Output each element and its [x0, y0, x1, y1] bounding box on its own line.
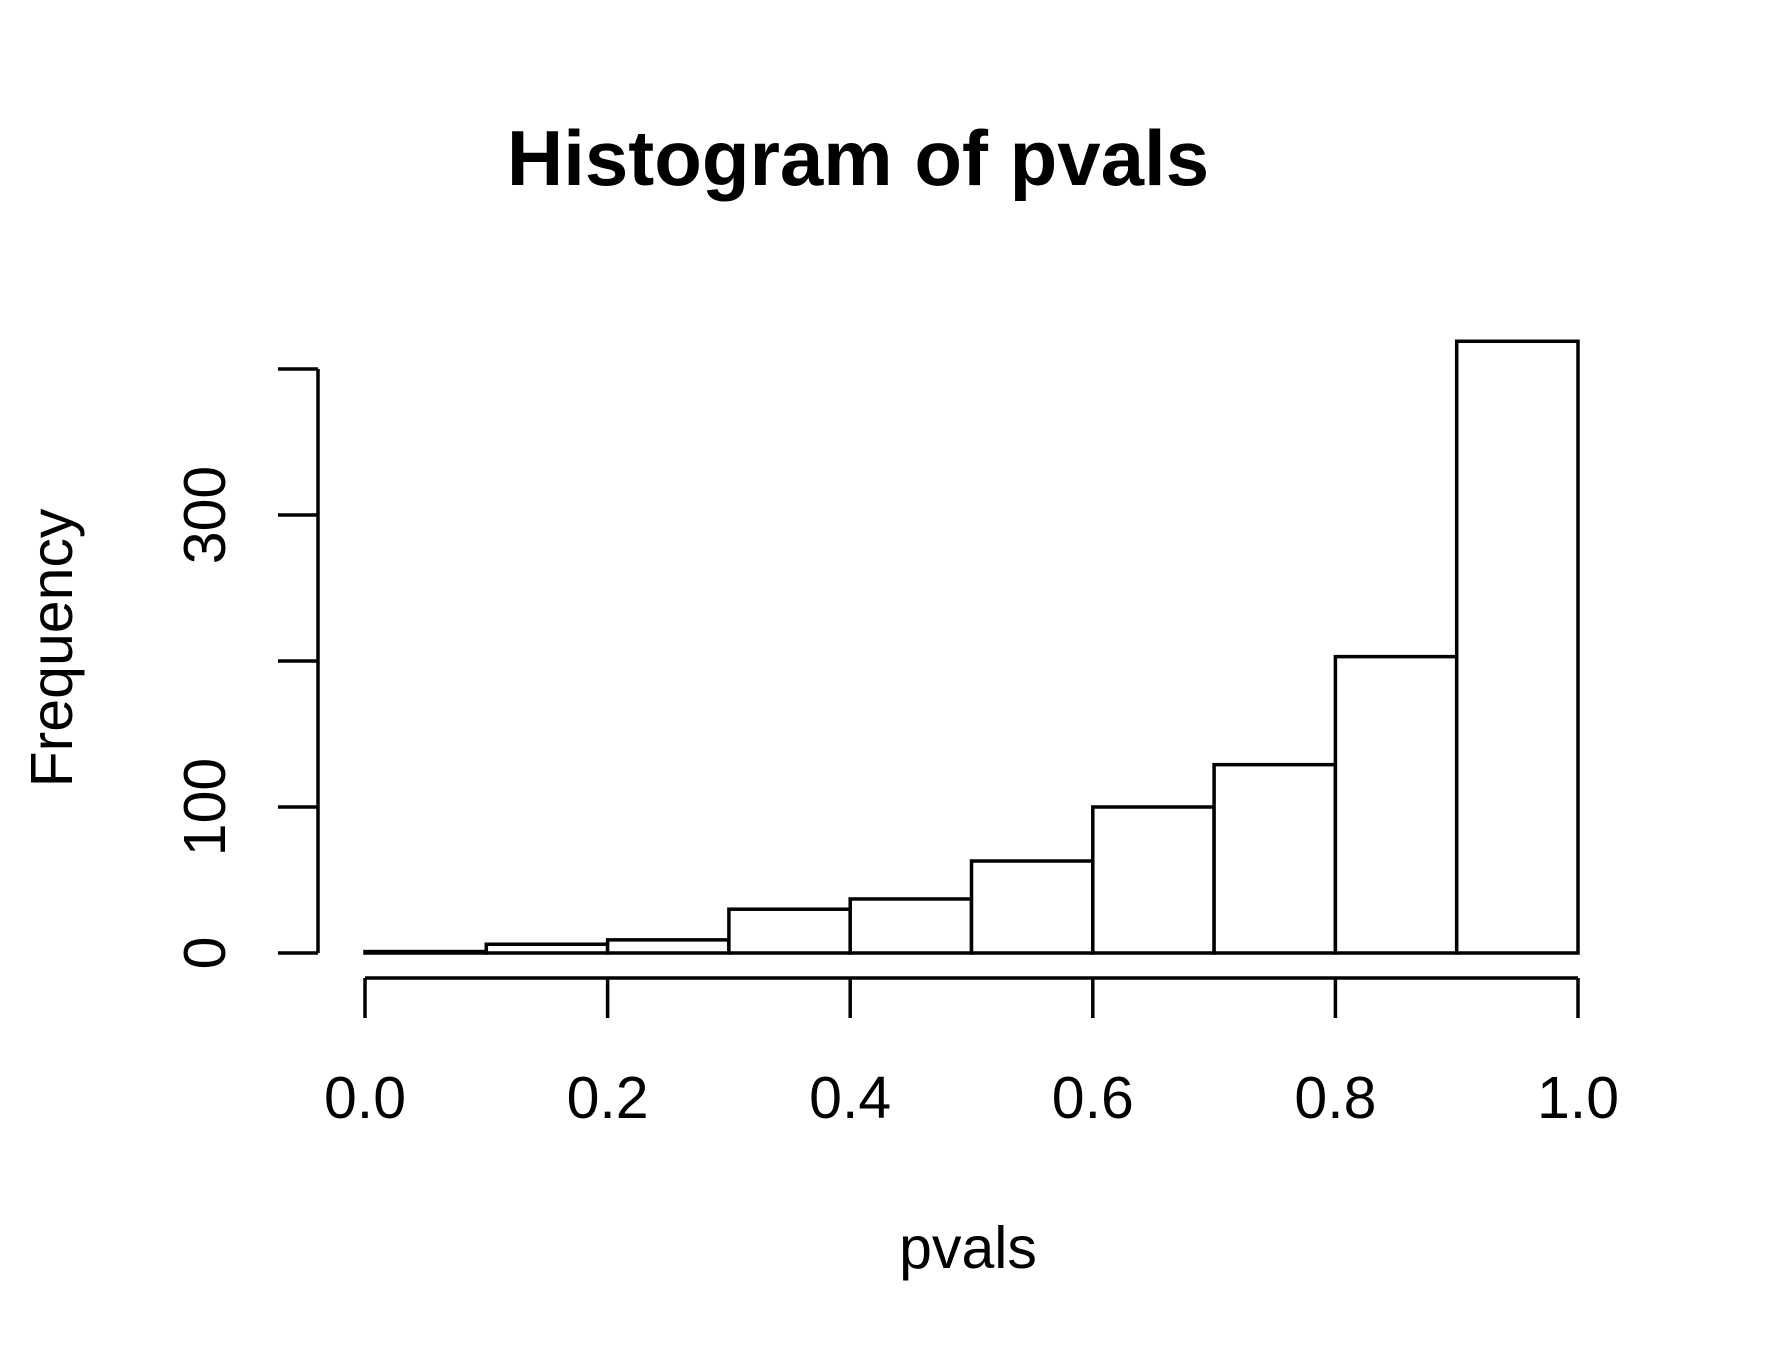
- y-tick-label: 0: [172, 937, 238, 970]
- chart-title: Histogram of pvals: [507, 114, 1209, 202]
- y-axis: 0 100 300: [172, 367, 320, 970]
- histogram-bar: [1454, 339, 1580, 955]
- y-axis-label: Frequency: [19, 508, 85, 787]
- x-tick-label: 1.0: [1537, 1065, 1619, 1131]
- x-axis: 0.0 0.2 0.4 0.6 0.8 1.0: [324, 976, 1619, 1131]
- histogram-bar: [969, 859, 1095, 955]
- histogram-bar: [605, 938, 731, 955]
- x-tick-label: 0.2: [567, 1065, 649, 1131]
- histogram-bar: [484, 942, 610, 955]
- x-tick-label: 0.6: [1052, 1065, 1134, 1131]
- y-tick-label: 300: [172, 466, 238, 564]
- y-tick-label: 100: [172, 758, 238, 856]
- x-tick-label: 0.0: [324, 1065, 406, 1131]
- histogram-bar: [1091, 805, 1216, 955]
- x-axis-label: pvals: [899, 1215, 1037, 1281]
- histogram-bar: [727, 907, 852, 955]
- x-tick-label: 0.8: [1294, 1065, 1376, 1131]
- bars-group: [363, 339, 1580, 955]
- histogram-bar: [363, 949, 489, 955]
- histogram-bar: [1212, 762, 1338, 955]
- x-tick-label: 0.4: [809, 1065, 891, 1131]
- histogram-bar: [848, 897, 974, 955]
- histogram-bar: [1333, 654, 1459, 955]
